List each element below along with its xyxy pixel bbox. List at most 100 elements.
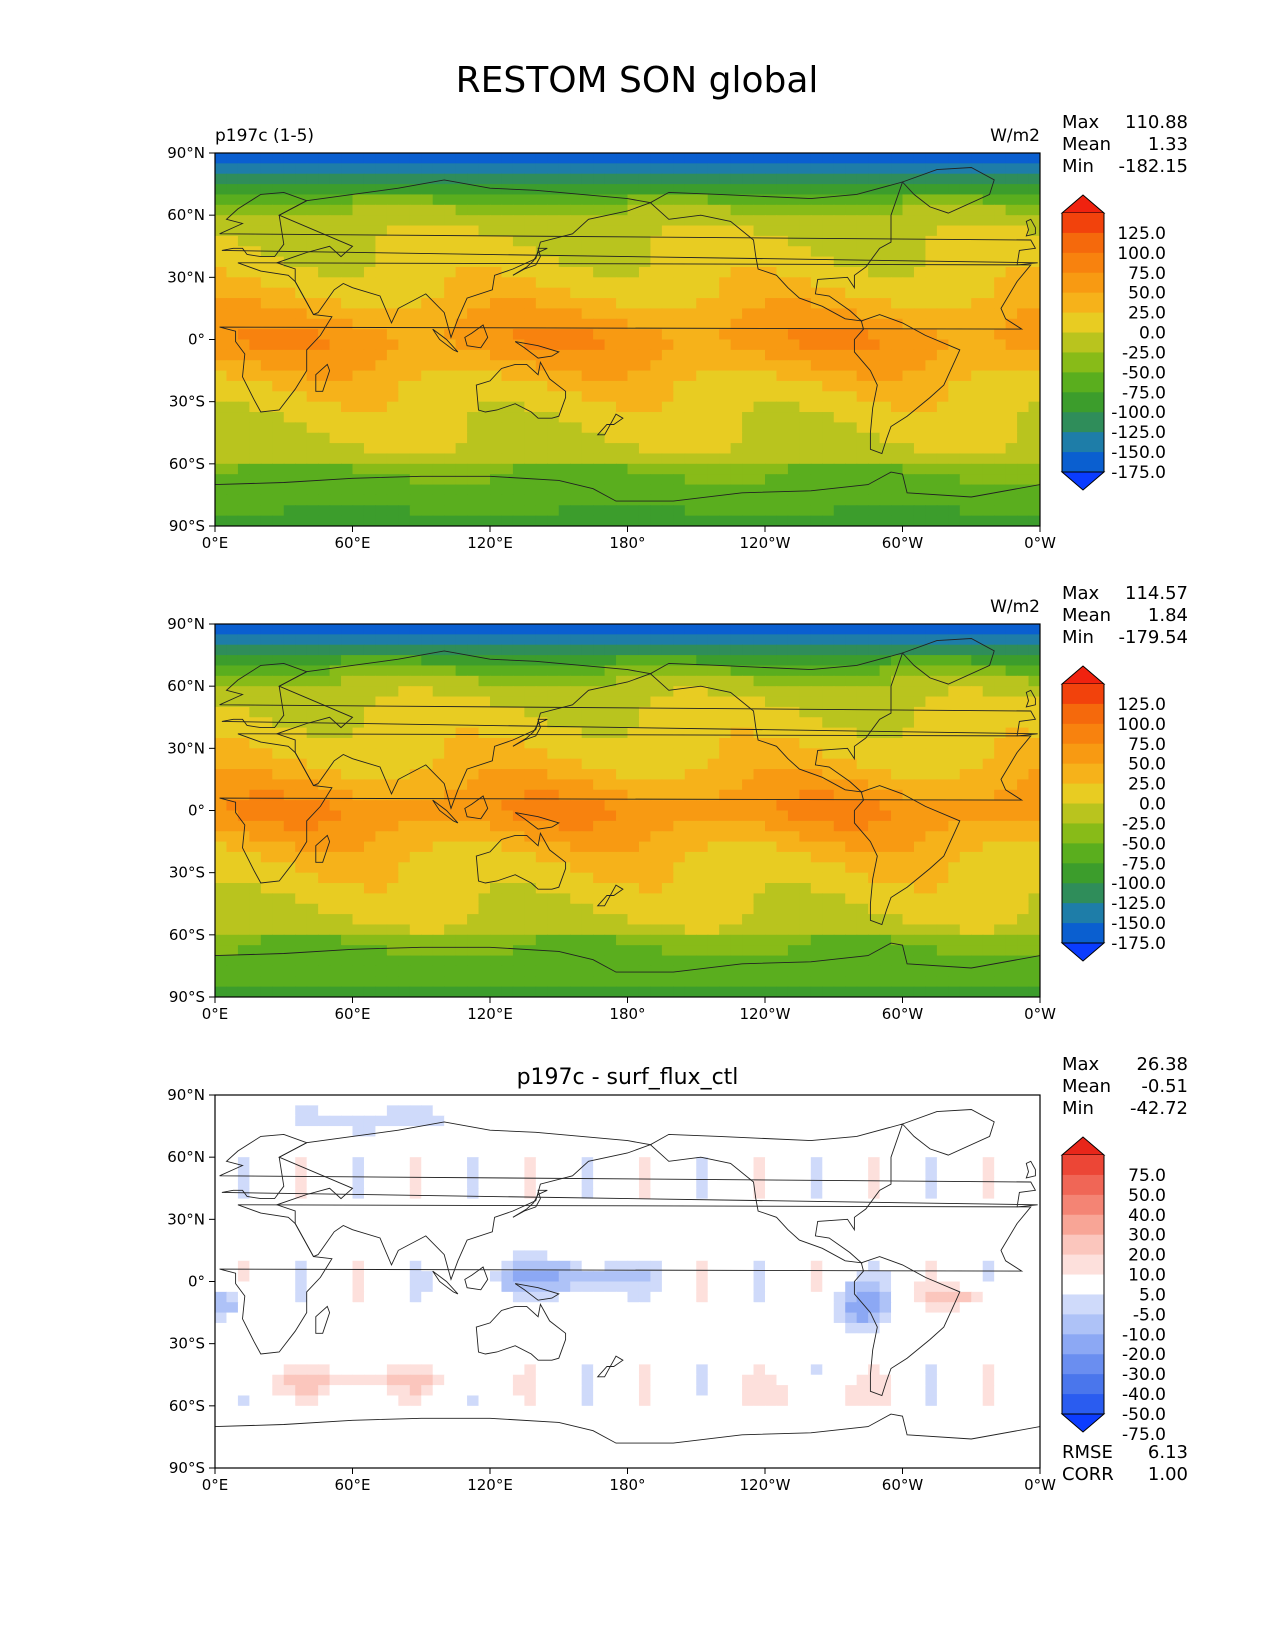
field-cell — [375, 737, 388, 749]
field-cell — [638, 256, 652, 268]
field-cell — [409, 339, 422, 351]
field-cell — [467, 851, 480, 863]
field-cell — [558, 914, 571, 926]
field-cell — [547, 329, 560, 341]
field-cell — [673, 287, 686, 299]
field-cell — [891, 360, 904, 372]
field-cell — [283, 515, 296, 526]
field-cell — [948, 893, 961, 905]
field-cell — [215, 308, 228, 320]
field-cell — [398, 204, 411, 216]
field-cell — [616, 748, 629, 760]
field-cell — [593, 422, 606, 434]
field-cell — [913, 717, 927, 729]
field-cell — [455, 225, 468, 237]
field-cell — [272, 748, 285, 760]
field-cell — [776, 675, 789, 687]
field-cell — [650, 945, 663, 957]
field-cell — [249, 831, 262, 843]
field-cell — [925, 380, 938, 392]
field-cell — [1017, 380, 1030, 392]
field-cell — [558, 644, 571, 656]
field-cell — [765, 624, 778, 635]
field-cell — [283, 758, 296, 770]
field-cell — [444, 779, 457, 791]
field-cell — [421, 463, 434, 475]
field-cell — [535, 391, 548, 403]
field-cell — [707, 370, 720, 382]
field-cell — [856, 401, 869, 413]
field-cell — [260, 474, 273, 486]
field-cell — [707, 349, 720, 361]
field-cell — [879, 717, 892, 729]
field-cell — [306, 893, 319, 905]
field-cell — [1005, 883, 1018, 894]
field-cell — [260, 945, 273, 957]
field-cell — [982, 246, 995, 258]
field-cell — [879, 173, 892, 185]
field-cell — [627, 903, 640, 915]
field-cell — [799, 655, 812, 667]
field-cell — [799, 893, 812, 905]
field-cell — [490, 789, 503, 801]
field-cell — [925, 235, 938, 247]
field-cell — [856, 934, 869, 946]
field-cell — [936, 194, 949, 206]
field-cell — [467, 339, 480, 351]
field-cell — [295, 624, 308, 635]
field-cell — [432, 225, 445, 237]
stat-value-mean: 1.33 — [1148, 134, 1188, 155]
field-cell — [627, 370, 640, 382]
field-cell — [810, 779, 823, 791]
field-cell — [959, 831, 972, 843]
field-cell — [283, 153, 296, 164]
field-cell — [444, 696, 457, 708]
field-cell — [512, 872, 525, 884]
field-cell — [226, 665, 239, 677]
field-cell — [868, 401, 881, 413]
field-cell — [535, 266, 548, 278]
field-cell — [535, 851, 548, 863]
field-cell — [948, 298, 961, 310]
field-cell — [490, 432, 503, 444]
field-cell — [891, 266, 904, 278]
field-cell — [959, 769, 972, 781]
field-cell — [799, 412, 812, 423]
field-cell — [490, 474, 503, 486]
field-cell — [696, 655, 709, 667]
field-cell — [891, 380, 904, 392]
field-cell — [295, 225, 308, 237]
coastline-africa — [219, 262, 1032, 413]
field-cell — [879, 277, 892, 289]
field-cell — [982, 184, 995, 196]
field-cell — [386, 360, 399, 372]
field-cell — [409, 391, 422, 403]
field-cell — [558, 173, 571, 185]
field-cell — [730, 256, 743, 268]
field-cell — [982, 717, 995, 729]
field-cell — [822, 841, 835, 853]
field-cell — [1005, 893, 1018, 905]
field-cell — [272, 204, 285, 216]
field-cell — [570, 277, 583, 289]
field-cell — [421, 401, 434, 413]
field-cell — [913, 412, 927, 423]
field-cell — [226, 515, 239, 526]
field-cell — [913, 810, 927, 822]
field-cell — [765, 675, 778, 687]
field-cell — [237, 391, 250, 403]
field-cell — [237, 515, 250, 526]
field-cell — [455, 748, 468, 760]
field-cell — [237, 329, 250, 341]
field-cell — [913, 443, 927, 455]
field-cell — [891, 474, 904, 486]
field-cell — [719, 287, 732, 299]
field-cell — [719, 391, 732, 403]
field-cell — [215, 256, 228, 268]
field-cell — [879, 924, 892, 936]
field-cell — [512, 225, 525, 237]
field-cell — [742, 748, 755, 760]
field-cell — [524, 924, 537, 936]
field-cell — [363, 163, 377, 175]
field-cell — [581, 225, 594, 237]
